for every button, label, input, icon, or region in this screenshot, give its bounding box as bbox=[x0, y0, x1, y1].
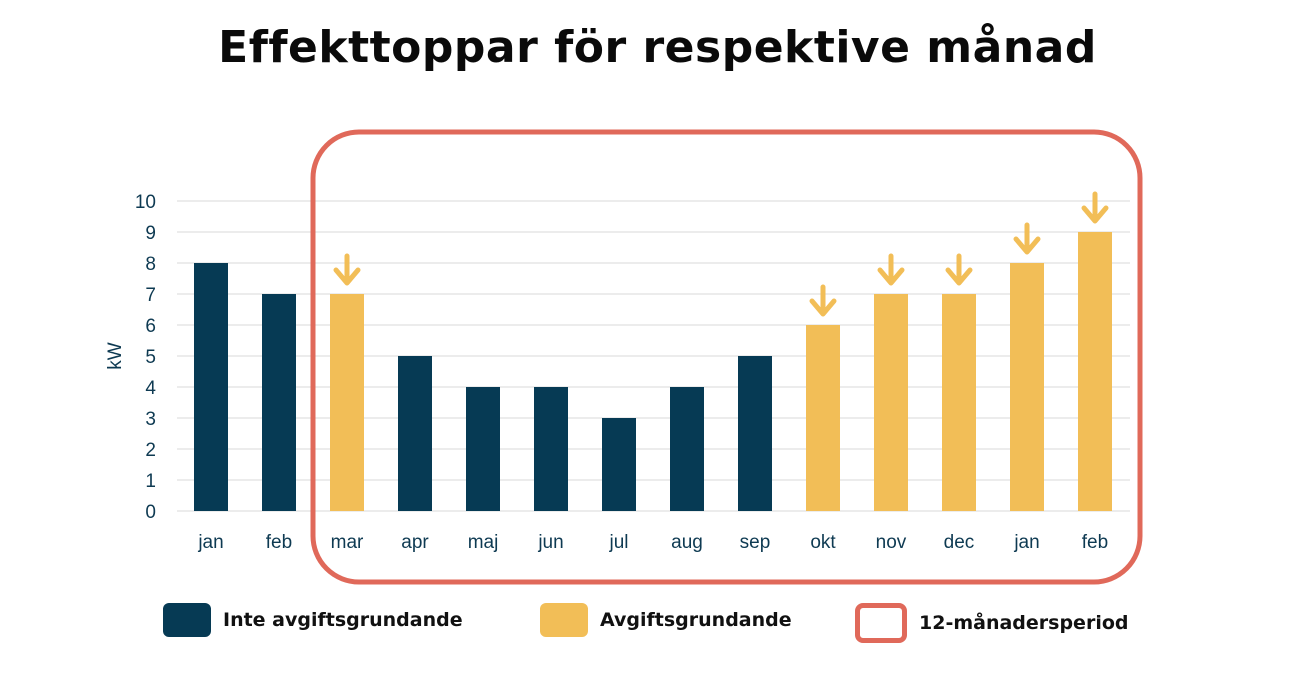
x-tick-label: nov bbox=[876, 532, 907, 553]
bar-feb bbox=[262, 294, 296, 511]
x-tick-label: aug bbox=[671, 532, 703, 553]
y-tick-label: 0 bbox=[145, 502, 156, 523]
bar-nov bbox=[874, 294, 908, 511]
down-arrow-icon bbox=[1081, 191, 1109, 224]
x-tick-label: feb bbox=[266, 532, 292, 553]
down-arrow-icon bbox=[945, 253, 973, 286]
legend-label: Inte avgiftsgrundande bbox=[223, 609, 463, 631]
bar-feb bbox=[1078, 232, 1112, 511]
bar-aug bbox=[670, 387, 704, 511]
bar-jan bbox=[194, 263, 228, 511]
legend-item-fee-based: Avgiftsgrundande bbox=[540, 603, 792, 637]
down-arrow-icon bbox=[333, 253, 361, 286]
x-tick-label: mar bbox=[331, 532, 364, 553]
down-arrow-icon bbox=[809, 284, 837, 317]
y-tick-label: 6 bbox=[145, 316, 156, 337]
down-arrow-icon bbox=[877, 253, 905, 286]
x-tick-label: jun bbox=[537, 532, 563, 553]
legend-label: 12-månadersperiod bbox=[919, 612, 1129, 634]
legend-item-not-fee-based: Inte avgiftsgrundande bbox=[163, 603, 463, 637]
y-tick-label: 10 bbox=[135, 192, 156, 213]
bar-sep bbox=[738, 356, 772, 511]
bar-jan bbox=[1010, 263, 1044, 511]
y-tick-label: 8 bbox=[145, 254, 156, 275]
y-axis-label: kW bbox=[105, 342, 126, 370]
x-tick-label: jan bbox=[1013, 532, 1039, 553]
bar-jun bbox=[534, 387, 568, 511]
y-tick-label: 9 bbox=[145, 223, 156, 244]
x-tick-label: maj bbox=[468, 532, 499, 553]
bar-mar bbox=[330, 294, 364, 511]
y-tick-label: 3 bbox=[145, 409, 156, 430]
y-tick-label: 5 bbox=[145, 347, 156, 368]
x-tick-label: dec bbox=[944, 532, 975, 553]
legend-swatch-yellow bbox=[540, 603, 588, 637]
y-tick-label: 7 bbox=[145, 285, 156, 306]
down-arrow-icon bbox=[1013, 222, 1041, 255]
chart-title: Effekttoppar för respektive månad bbox=[218, 22, 1097, 73]
x-tick-label: okt bbox=[810, 532, 836, 553]
legend-label: Avgiftsgrundande bbox=[600, 609, 792, 631]
x-tick-label: jul bbox=[608, 532, 628, 553]
x-tick-label: apr bbox=[401, 532, 429, 553]
x-tick-label: sep bbox=[740, 532, 771, 553]
bar-okt bbox=[806, 325, 840, 511]
bar-jul bbox=[602, 418, 636, 511]
y-tick-label: 1 bbox=[145, 471, 156, 492]
x-tick-label: jan bbox=[197, 532, 223, 553]
y-tick-label: 4 bbox=[145, 378, 156, 399]
y-tick-label: 2 bbox=[145, 440, 156, 461]
legend-item-period: 12-månadersperiod bbox=[855, 603, 1128, 643]
bar-dec bbox=[942, 294, 976, 511]
legend-swatch-navy bbox=[163, 603, 211, 637]
bar-apr bbox=[398, 356, 432, 511]
x-tick-label: feb bbox=[1082, 532, 1108, 553]
legend-swatch-outline bbox=[855, 603, 907, 643]
bar-maj bbox=[466, 387, 500, 511]
period-highlight-box bbox=[310, 129, 1143, 585]
